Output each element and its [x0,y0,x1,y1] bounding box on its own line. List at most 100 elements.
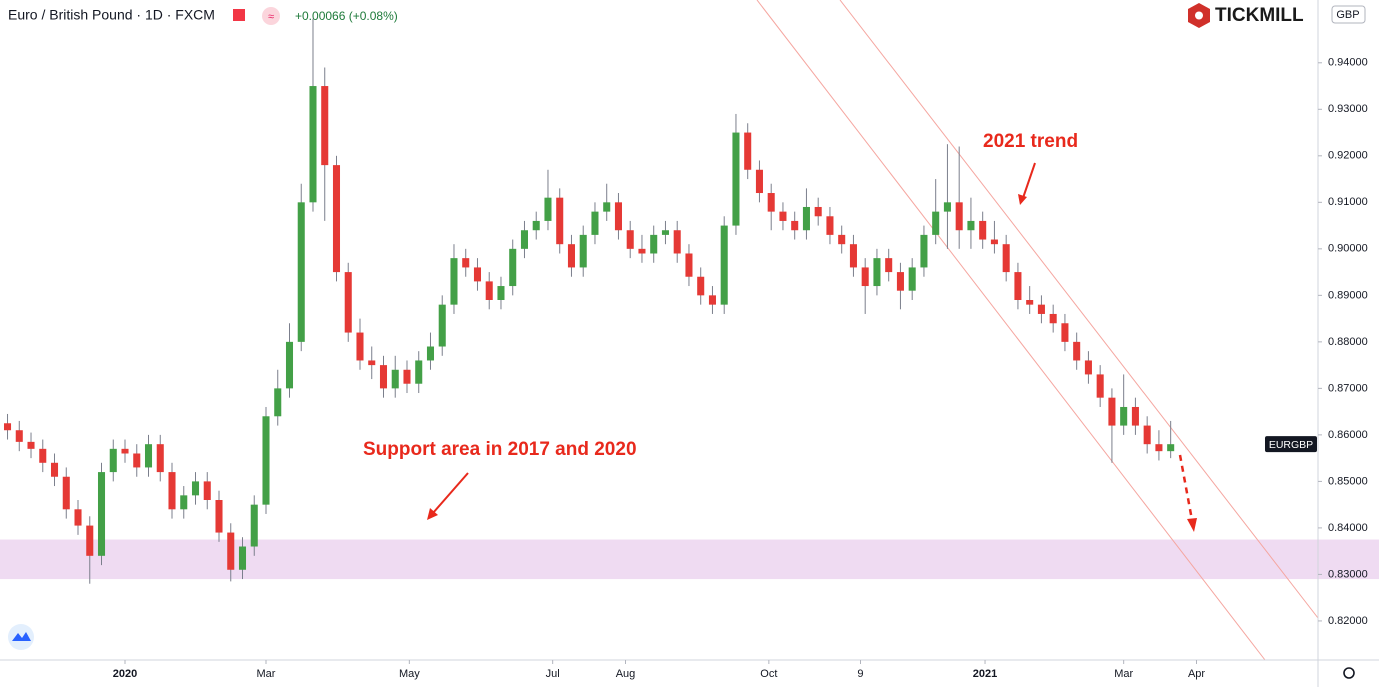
x-tick-label: Oct [760,668,777,680]
candle-body [720,225,728,305]
channel-line [839,0,1319,619]
arrow-head [1018,194,1027,205]
x-tick-label: May [399,668,420,680]
candle-body [191,481,200,496]
candle-body [826,216,834,235]
candle-body [1084,360,1092,375]
candle-body [544,197,552,221]
candle-body [250,504,258,547]
arrow-head [1187,518,1197,532]
candle-body [450,258,458,305]
candle-body [144,444,153,468]
candle-body [1096,374,1104,398]
candle-body [920,234,928,268]
candle-body [556,197,564,245]
candle-body [274,388,282,417]
candle-body [321,86,329,166]
axes-layer: 0.82000 0.83000 0.84000 0.85000 0.86000 0.870… [113,57,1368,680]
candle-body [238,546,247,570]
candle-body [15,430,23,442]
candle-body [697,276,705,296]
candle-body [650,234,658,254]
candle-body [708,295,716,305]
candle-body [849,244,857,268]
y-tick-label: 0.93000 [1328,103,1368,115]
candle-body [109,448,117,473]
annotation: Support area in 2017 and 2020 [363,439,637,460]
candle-body [379,365,388,389]
candle-body [755,169,763,194]
candle-body [626,230,634,249]
candle-body [567,244,575,268]
candle-body [309,86,317,203]
candle-body [203,481,211,500]
x-tick-label: Mar [257,668,276,680]
x-tick-label: Mar [1114,668,1133,680]
candle-body [802,206,810,231]
candle-body [262,416,270,505]
candle-body [979,220,987,240]
candle-body [332,165,341,273]
currency-label: GBP [1336,9,1359,21]
candle-body [673,230,681,254]
chart-title: Euro / British Pound · 1D · FXCM [8,7,215,23]
y-tick-label: 0.91000 [1328,196,1368,208]
candle-body [932,211,940,235]
candle-body [990,239,998,245]
candle-body [1026,300,1034,305]
y-tick-label: 0.83000 [1328,568,1368,580]
indicator-glyph: ≈ [268,11,274,23]
candle-body [3,423,12,431]
x-tick-label: Jul [546,668,560,680]
candle-body [1037,304,1045,314]
candle-body [473,267,482,282]
candle-body [27,441,35,449]
candle-body [368,360,376,366]
settings-icon[interactable] [1343,667,1355,679]
x-tick-label: 2020 [113,668,137,680]
flag-icon[interactable] [233,9,245,21]
candle-body [403,369,411,384]
y-tick-label: 0.84000 [1328,522,1368,534]
support-layer [0,539,1379,580]
candle-body [908,267,916,291]
candle-body [1120,406,1128,426]
candle-body [861,267,869,287]
candle-body [1073,341,1081,361]
candle-body [638,248,646,254]
candle-body [74,509,82,526]
candle-body [885,258,893,273]
candle-body [791,220,799,231]
candle-body [86,525,94,556]
candle-body [603,202,611,212]
candle-body [1014,272,1022,300]
x-tick-label: Apr [1188,668,1205,680]
candle-body [520,230,528,249]
candle-body [133,453,141,468]
candle-body [121,448,129,454]
candle-body [1049,313,1057,324]
candle-body [497,286,505,300]
y-tick-label: 0.86000 [1328,429,1368,441]
candle-body [767,193,775,212]
y-tick-label: 0.94000 [1328,57,1368,69]
x-tick-label: 9 [857,668,863,680]
channel-line [756,0,1266,661]
candle-body [1143,425,1151,445]
logo-hole [1195,11,1203,20]
annotation-arrow [1022,162,1036,199]
ticker-label: EURGBP [1269,439,1313,451]
candle-body [426,346,435,361]
candle-body [285,341,294,389]
candle-body [227,532,235,570]
currency-box [1331,5,1366,24]
candle-body [1061,323,1069,342]
indicator-icon[interactable] [262,7,280,25]
candle-body [356,332,364,361]
candle-body [462,258,470,268]
y-tick-label: 0.89000 [1328,289,1368,301]
candle-body [62,476,70,510]
candle-body [1108,397,1116,426]
